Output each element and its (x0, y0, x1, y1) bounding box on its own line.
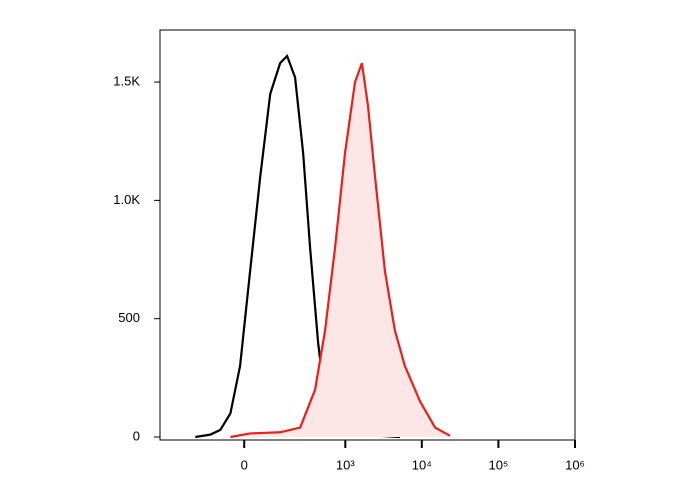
x-tick-label: 10⁵ (488, 457, 508, 472)
y-tick-label: 1.0K (113, 192, 140, 207)
y-tick-label: 500 (118, 310, 140, 325)
x-tick-label: 10⁴ (412, 457, 432, 472)
y-tick-label: 1.5K (113, 73, 140, 88)
area (230, 63, 451, 438)
x-tick-label: 10⁶ (565, 457, 585, 472)
plot-frame (159, 29, 576, 441)
y-tick-label: 0 (133, 428, 140, 443)
x-tick-label: 0 (241, 457, 248, 472)
x-tick-label: 10³ (336, 457, 355, 472)
line (230, 62, 451, 439)
